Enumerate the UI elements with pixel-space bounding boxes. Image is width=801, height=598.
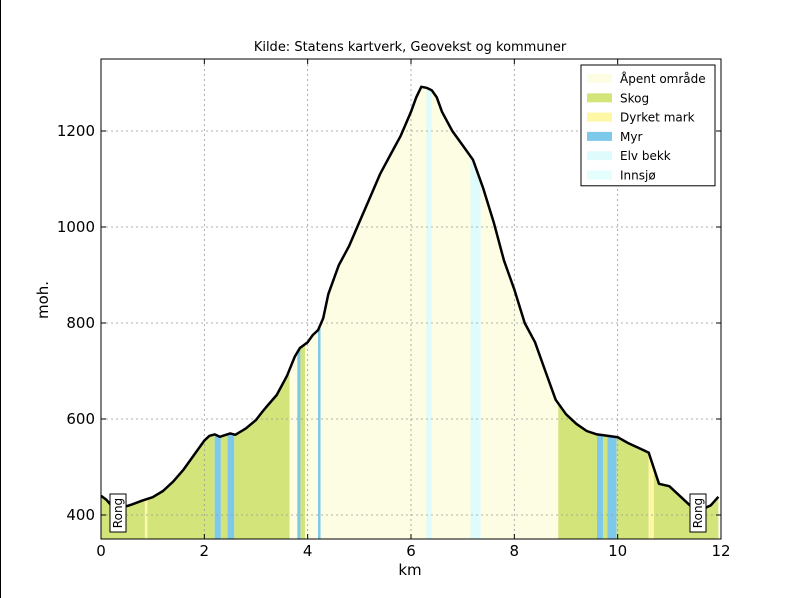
land-cover-band-2: [147, 434, 215, 539]
land-cover-band-13: [426, 87, 432, 540]
land-cover-band-12: [320, 86, 427, 539]
legend-entry-label: Skog: [620, 91, 649, 105]
y-tick-label: 800: [66, 314, 95, 332]
land-cover-band-14: [431, 90, 471, 539]
place-label-end: Rong: [691, 498, 705, 528]
land-cover-band-19: [603, 435, 608, 539]
x-tick-label: 12: [711, 542, 730, 560]
y-axis-label: moh.: [34, 281, 52, 319]
land-cover-bands: [101, 86, 719, 540]
land-cover-band-21: [616, 437, 649, 539]
window-edge: [0, 0, 1, 598]
x-tick-label: 4: [303, 542, 313, 560]
land-cover-band-20: [607, 435, 617, 539]
land-cover-band-17: [558, 403, 597, 539]
legend-entry-label: Myr: [620, 130, 642, 144]
land-cover-band-4: [220, 434, 228, 539]
legend-swatch: [587, 93, 612, 103]
legend-entry-label: Dyrket mark: [620, 111, 695, 125]
legend-swatch: [587, 74, 612, 83]
land-cover-band-5: [227, 433, 235, 539]
place-marker-start: Rong: [109, 493, 127, 533]
land-cover-band-11: [318, 324, 321, 539]
legend-entry-label: Elv bekk: [620, 149, 671, 163]
legend-swatch: [587, 151, 612, 161]
legend-swatch: [587, 112, 612, 122]
land-cover-band-1: [144, 498, 148, 539]
land-cover-band-18: [597, 434, 604, 539]
x-tick-label: 8: [510, 542, 520, 560]
x-tick-label: 10: [608, 542, 627, 560]
land-cover-band-6: [234, 369, 290, 539]
elevation-series-line: [100, 85, 720, 512]
legend-box: [580, 64, 716, 187]
legend-entry-label: Åpent område: [620, 71, 706, 86]
x-tick-label: 2: [200, 542, 210, 560]
land-cover-band-7: [289, 352, 298, 539]
y-tick-label: 1000: [57, 218, 95, 236]
land-cover-band-3: [214, 434, 221, 539]
y-tick-label: 600: [66, 410, 95, 428]
elevation-line: [100, 85, 720, 512]
land-cover-band-16: [480, 181, 559, 539]
x-tick-label: 0: [96, 542, 106, 560]
place-marker-end: Rong: [689, 493, 707, 533]
land-cover-band-8: [297, 347, 301, 539]
land-cover-band-9: [300, 344, 306, 539]
y-tick-label: 1200: [57, 122, 95, 140]
land-cover-band-22: [648, 452, 654, 539]
legend-entry-label: Innsjø: [620, 169, 656, 183]
x-tick-label: 6: [406, 542, 416, 560]
x-axis-label: km: [398, 561, 421, 579]
place-label-start: Rong: [111, 498, 125, 528]
axis-ticks: 0 2 4 6 8 10 12 400 600 800 1000 1200: [57, 59, 731, 560]
legend-swatch: [587, 131, 612, 141]
chart-title: Kilde: Statens kartverk, Geovekst og kom…: [254, 40, 567, 55]
land-cover-band-15: [470, 156, 481, 539]
land-cover-band-10: [305, 330, 318, 539]
y-tick-label: 400: [66, 506, 95, 524]
legend-swatch: [587, 170, 612, 180]
legend: Åpent område Skog Dyrket mark Myr Elv bekk In…: [580, 64, 716, 187]
